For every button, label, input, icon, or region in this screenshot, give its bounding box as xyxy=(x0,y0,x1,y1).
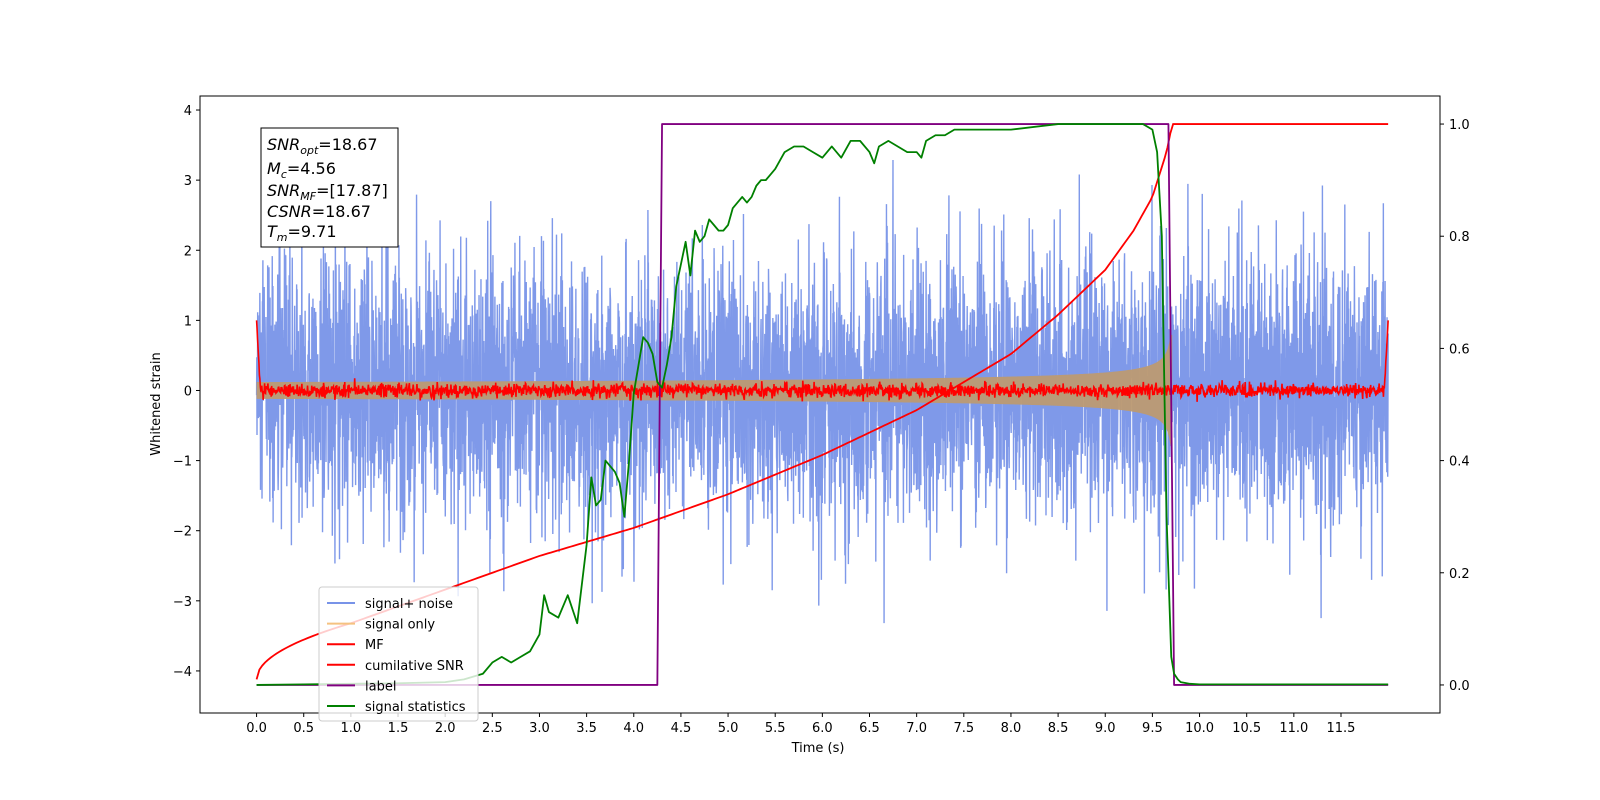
annotation-tm-base: T xyxy=(267,222,278,241)
x-tick-label: 11.5 xyxy=(1327,721,1356,736)
x-tick-label: 3.5 xyxy=(576,721,597,736)
y-right-tick-label: 0.6 xyxy=(1449,342,1470,357)
legend-label-signal-statistics: signal statistics xyxy=(365,700,466,715)
annotation-snr-opt-base: SNR xyxy=(267,135,300,154)
x-tick-label: 7.5 xyxy=(953,721,974,736)
y-left-tick-label: −2 xyxy=(173,525,192,540)
x-tick-label: 0.0 xyxy=(246,721,267,736)
x-tick-label: 6.5 xyxy=(859,721,880,736)
legend-label-cumilative-snr: cumilative SNR xyxy=(365,659,464,674)
legend-frame xyxy=(318,586,479,722)
y-right-tick-label: 0.8 xyxy=(1449,230,1470,245)
y-axis-right-ticks: 0.0 0.2 0.4 0.6 0.8 1.0 xyxy=(1440,118,1470,694)
legend-label-signal-noise: signal+ noise xyxy=(365,597,453,612)
x-tick-label: 8.5 xyxy=(1048,721,1069,736)
x-tick-label: 4.5 xyxy=(671,721,692,736)
x-axis-label: Time (s) xyxy=(791,741,845,756)
y-right-tick-label: 0.0 xyxy=(1449,679,1470,694)
x-tick-label: 1.5 xyxy=(388,721,409,736)
annotation-tm-value: =9.71 xyxy=(288,222,337,241)
y-right-tick-label: 0.2 xyxy=(1449,567,1470,582)
y-left-tick-label: −3 xyxy=(173,595,192,610)
annotation-snr-opt-sub: opt xyxy=(300,144,319,157)
annotation-csnr-value: =18.67 xyxy=(312,202,371,221)
x-axis-ticks: 0.0 0.5 1.0 1.5 2.0 2.5 3.0 3.5 4.0 4.5 5.0 5.5 6.0 6… xyxy=(246,713,1355,736)
x-tick-label: 9.5 xyxy=(1142,721,1163,736)
annotation-snr-mf-base: SNR xyxy=(267,181,300,200)
legend-label-mf: MF xyxy=(365,638,384,653)
annotation-mc-value: =4.56 xyxy=(287,159,336,178)
y-left-tick-label: 1 xyxy=(184,314,192,329)
axes-frame xyxy=(199,95,1441,714)
annotation-tm: Tm=9.71 xyxy=(267,222,337,244)
x-tick-label: 10.5 xyxy=(1232,721,1261,736)
legend: signal+ noise signal only MF cumilative SNR… xyxy=(318,586,479,722)
annotation-mc-base: M xyxy=(267,159,281,178)
legend-label-label: label xyxy=(365,679,396,694)
x-tick-label: 0.5 xyxy=(293,721,314,736)
x-tick-label: 2.0 xyxy=(435,721,456,736)
annotation-snr-mf-sub: MF xyxy=(300,190,316,203)
series-line-signal-statistics xyxy=(256,123,1389,686)
legend-label-signal-only: signal only xyxy=(365,618,435,633)
y-right-tick-label: 0.4 xyxy=(1449,455,1470,470)
annotation-snr-mf: SNRMF=[17.87] xyxy=(267,181,388,203)
annotation-snr-opt-value: =18.67 xyxy=(318,135,377,154)
y-right-tick-label: 1.0 xyxy=(1449,118,1470,133)
y-left-tick-label: 4 xyxy=(184,104,192,119)
annotation-mc: Mc=4.56 xyxy=(267,159,336,181)
annotation-snr-mf-value: =[17.87] xyxy=(316,181,388,200)
annotation-csnr-base: CSNR xyxy=(267,202,312,221)
annotation-mc-sub: c xyxy=(281,168,287,181)
annotation-box-frame xyxy=(260,127,399,248)
x-tick-label: 9.0 xyxy=(1095,721,1116,736)
x-tick-label: 6.0 xyxy=(812,721,833,736)
x-tick-label: 10.0 xyxy=(1185,721,1214,736)
y-axis-left-label: Whitened strain xyxy=(149,352,164,455)
x-tick-label: 3.0 xyxy=(529,721,550,736)
annotation-snr-opt: SNRopt=18.67 xyxy=(267,135,378,157)
annotation-csnr: CSNR=18.67 xyxy=(267,202,371,221)
x-tick-label: 7.0 xyxy=(906,721,927,736)
y-left-tick-label: 0 xyxy=(184,384,192,399)
x-tick-label: 1.0 xyxy=(341,721,362,736)
x-tick-label: 2.5 xyxy=(482,721,503,736)
x-tick-label: 5.5 xyxy=(765,721,786,736)
x-tick-label: 4.0 xyxy=(623,721,644,736)
y-left-tick-label: −1 xyxy=(173,455,192,470)
series-line-mf xyxy=(255,320,1389,402)
annotation-tm-sub: m xyxy=(277,231,288,244)
x-tick-label: 11.0 xyxy=(1279,721,1308,736)
x-tick-label: 8.0 xyxy=(1001,721,1022,736)
x-tick-label: 5.0 xyxy=(718,721,739,736)
y-left-tick-label: 2 xyxy=(184,244,192,259)
annotation-box: SNRopt=18.67 Mc=4.56 SNRMF=[17.87] CSNR=… xyxy=(260,127,399,248)
y-left-tick-label: 3 xyxy=(184,174,192,189)
mf-layer xyxy=(255,320,1389,402)
y-left-tick-label: −4 xyxy=(173,665,192,680)
y-axis-left-ticks: −4 −3 −2 −1 0 1 2 3 4 xyxy=(173,104,200,680)
